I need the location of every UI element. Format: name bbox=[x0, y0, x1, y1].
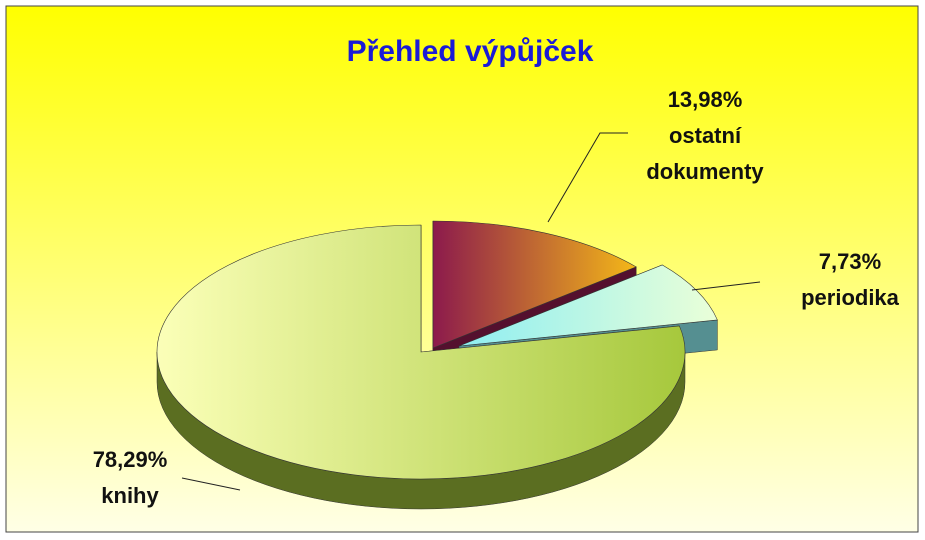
leader-lines bbox=[181, 132, 761, 491]
data-label: 78,29% knihy bbox=[40, 442, 220, 514]
leader-line bbox=[547, 132, 628, 223]
pie-slice bbox=[432, 220, 637, 349]
leader-line bbox=[691, 281, 761, 291]
data-label: 13,98% ostatní dokumenty bbox=[620, 82, 790, 190]
leader-line bbox=[181, 477, 241, 491]
value-label: 13,98% bbox=[667, 87, 743, 112]
data-label: 7,73% periodika bbox=[770, 244, 925, 316]
category-label: knihy bbox=[101, 483, 159, 508]
category-label: periodika bbox=[801, 285, 899, 310]
value-label: 78,29% bbox=[92, 447, 168, 472]
value-label: 7,73% bbox=[818, 249, 882, 274]
chart-title: Přehled výpůjček bbox=[347, 35, 594, 68]
pie-slice bbox=[458, 264, 718, 347]
pie-slice bbox=[156, 224, 686, 480]
pie-tops bbox=[156, 220, 718, 480]
category-label: ostatní dokumenty bbox=[646, 123, 764, 184]
